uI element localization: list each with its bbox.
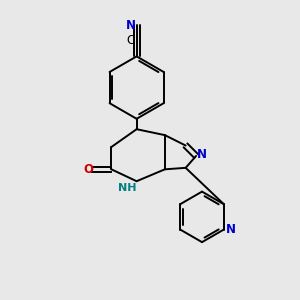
Text: O: O bbox=[83, 163, 93, 176]
Text: N: N bbox=[197, 148, 207, 161]
Text: C: C bbox=[127, 34, 135, 46]
Text: N: N bbox=[225, 223, 236, 236]
Text: N: N bbox=[126, 19, 136, 32]
Text: NH: NH bbox=[118, 183, 137, 193]
